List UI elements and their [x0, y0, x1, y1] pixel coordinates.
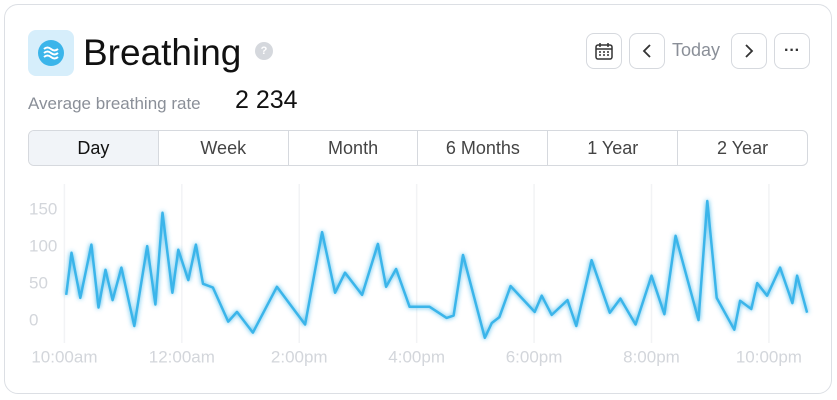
- x-tick-label: 8:00pm: [623, 347, 680, 366]
- metric-label: Average breathing rate: [28, 94, 201, 113]
- y-tick-label: 50: [29, 273, 48, 292]
- help-icon[interactable]: ?: [255, 42, 273, 60]
- range-tab[interactable]: 6 Months: [417, 131, 547, 165]
- range-tab[interactable]: Day: [29, 131, 158, 165]
- x-tick-label: 4:00pm: [388, 347, 445, 366]
- range-tab[interactable]: Month: [287, 131, 418, 165]
- breathing-icon: [28, 30, 74, 76]
- x-tick-label: 10:00am: [31, 347, 97, 366]
- range-tab[interactable]: 2 Year: [677, 131, 807, 165]
- x-tick-label: 6:00pm: [506, 347, 563, 366]
- more-button[interactable]: ···: [774, 33, 810, 69]
- title: Breathing: [83, 32, 242, 73]
- x-tick-label: 12:00am: [149, 347, 215, 366]
- prev-button[interactable]: [629, 33, 665, 69]
- calendar-button[interactable]: [586, 33, 622, 69]
- y-tick-label: 0: [29, 310, 38, 329]
- breathing-line: [64, 199, 809, 340]
- x-tick-label: 10:00pm: [736, 347, 802, 366]
- next-button[interactable]: [731, 33, 767, 69]
- card: [4, 4, 832, 394]
- y-tick-label: 150: [29, 199, 57, 218]
- today-button[interactable]: Today: [672, 40, 721, 60]
- range-tabs: Day Week Month 6 Months 1 Year 2 Year: [28, 130, 808, 166]
- range-tab[interactable]: Week: [157, 131, 288, 165]
- metric-value: 2 234: [235, 86, 298, 114]
- y-tick-label: 100: [29, 236, 57, 255]
- x-tick-label: 2:00pm: [271, 347, 328, 366]
- range-tab[interactable]: 1 Year: [547, 131, 677, 165]
